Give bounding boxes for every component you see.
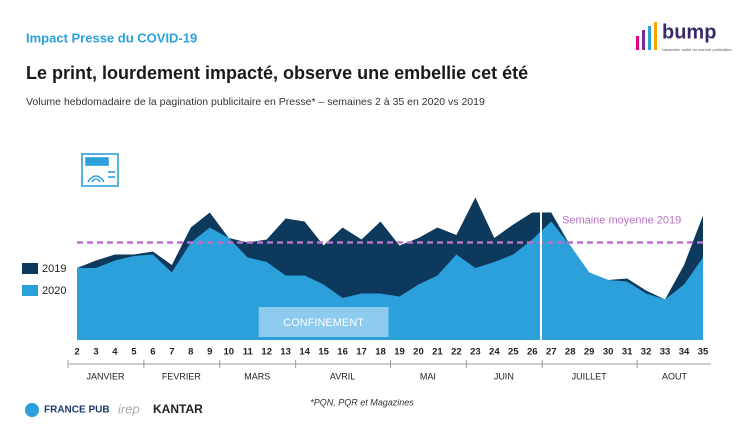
x-tick-label: 32 <box>641 347 652 358</box>
x-tick-label: 25 <box>508 347 519 358</box>
x-tick-label: 3 <box>93 347 98 358</box>
x-tick-label: 29 <box>584 347 595 358</box>
bump-tagline: baromètre unifié du marché publicitaire <box>662 47 732 52</box>
x-tick-label: 17 <box>356 347 367 358</box>
legend-label: 2019 <box>42 263 66 275</box>
x-tick-label: 22 <box>451 347 462 358</box>
chart-title: Le print, lourdement impacté, observe un… <box>26 63 528 83</box>
x-tick-label: 6 <box>150 347 155 358</box>
x-tick-label: 4 <box>112 347 118 358</box>
x-tick-label: 15 <box>318 347 329 358</box>
average-label: Semaine moyenne 2019 <box>562 214 681 226</box>
x-tick-label: 14 <box>299 347 310 358</box>
kantar-logo: KANTAR <box>153 402 203 416</box>
month-label: JUIN <box>494 371 514 381</box>
x-tick-label: 28 <box>565 347 576 358</box>
legend-swatch <box>22 285 38 296</box>
x-tick-label: 34 <box>679 347 690 358</box>
x-tick-label: 18 <box>375 347 386 358</box>
month-label: AOUT <box>662 371 688 381</box>
x-tick-label: 10 <box>223 347 234 358</box>
x-tick-label: 30 <box>603 347 614 358</box>
bump-text: bump <box>662 21 716 43</box>
x-tick-label: 9 <box>207 347 212 358</box>
x-tick-label: 20 <box>413 347 424 358</box>
legend-label: 2020 <box>42 285 66 297</box>
x-tick-label: 24 <box>489 347 500 358</box>
confinement-box <box>258 307 389 337</box>
month-label: AVRIL <box>330 371 355 381</box>
x-tick-label: 11 <box>243 347 254 358</box>
francepub-text: FRANCE PUB <box>44 405 110 416</box>
confinement-label: CONFINEMENT <box>283 317 364 329</box>
subtitle: Volume hebdomadaire de la pagination pub… <box>26 96 485 108</box>
month-label: JUILLET <box>572 371 608 381</box>
x-tick-label: 35 <box>698 347 709 358</box>
x-tick-label: 16 <box>337 347 348 358</box>
news-icon <box>81 153 119 187</box>
x-tick-label: 31 <box>622 347 633 358</box>
x-tick-label: 21 <box>432 347 443 358</box>
france-pub-logo: FRANCE PUB <box>25 403 110 417</box>
month-label: MARS <box>244 371 270 381</box>
x-tick-label: 8 <box>188 347 193 358</box>
x-tick-label: 23 <box>470 347 481 358</box>
kicker: Impact Presse du COVID-19 <box>26 30 197 45</box>
x-tick-label: 5 <box>131 347 137 358</box>
x-tick-label: 19 <box>394 347 405 358</box>
x-tick-label: 12 <box>261 347 272 358</box>
footnote: *PQN, PQR et Magazines <box>310 397 414 407</box>
month-label: FEVRIER <box>162 371 202 381</box>
legend-swatch <box>22 263 38 274</box>
area-2020 <box>77 221 703 340</box>
x-tick-label: 33 <box>660 347 671 358</box>
x-tick-label: 27 <box>546 347 557 358</box>
x-tick-label: 2 <box>74 347 79 358</box>
x-tick-label: 7 <box>169 347 174 358</box>
irep-logo: irep <box>118 401 140 416</box>
x-tick-label: 26 <box>527 347 538 358</box>
bump-logo: bump baromètre unifié du marché publicit… <box>636 21 732 52</box>
month-label: MAI <box>420 371 436 381</box>
month-label: JANVIER <box>86 371 125 381</box>
x-tick-label: 13 <box>280 347 291 358</box>
